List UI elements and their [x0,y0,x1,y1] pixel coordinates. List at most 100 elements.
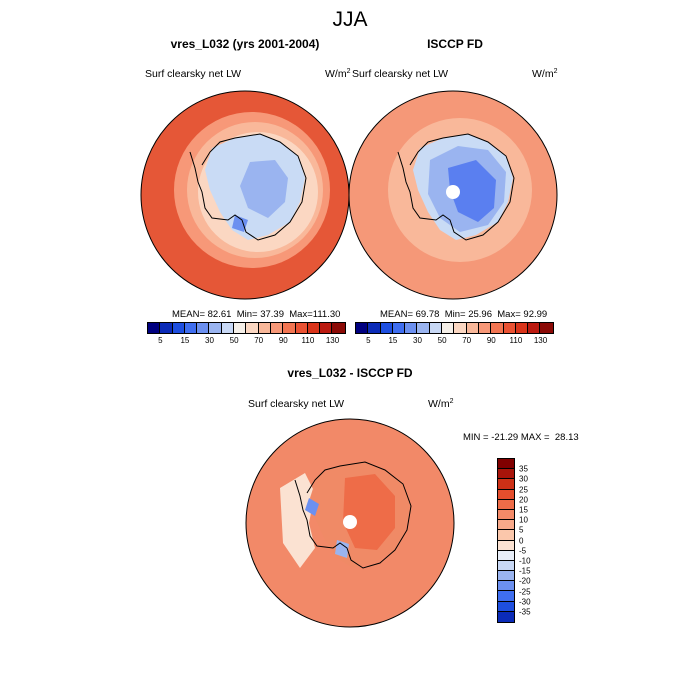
colorbar-box [307,323,321,333]
colorbar-tick-label: 130 [325,336,340,345]
colorbar-box [540,323,553,333]
colorbar-tick-label: -25 [519,587,531,597]
colorbar-tick-label: 20 [519,495,528,505]
colorbar-box [197,323,210,333]
colorbar-tick-label: 110 [509,336,523,345]
left-panel-title: vres_L032 (yrs 2001-2004) [170,37,320,51]
right-polar-map [348,90,558,300]
colorbar-box [498,540,514,551]
colorbar-tick-label: 35 [519,464,528,474]
left-variable-label: Surf clearsky net LW [145,68,242,80]
colorbar-box [429,323,443,333]
colorbar-box [498,499,514,510]
colorbar-box [209,323,222,333]
colorbar-tick-label: 15 [519,505,528,515]
colorbar-tick-label: -10 [519,556,531,566]
colorbar-tick-label: 15 [180,336,190,345]
colorbar-tick-label: 25 [519,485,528,495]
right-ice-core [448,160,496,222]
colorbar-box [270,323,284,333]
colorbar-box [184,323,198,333]
colorbar-tick-label: 70 [254,336,264,345]
colorbar-box [498,530,514,541]
right-stats: MEAN= 69.78 Min= 25.96 Max= 92.99 [380,309,548,320]
colorbar-tick-label: 30 [413,336,422,345]
colorbar-box [498,571,514,582]
colorbar-box [258,323,271,333]
colorbar-tick-label: 30 [205,336,214,345]
right-panel-title: ISCCP FD [427,37,483,51]
colorbar-box [442,323,455,333]
colorbar-box [148,323,161,333]
diff-polar-map [245,418,455,628]
colorbar-box [234,323,247,333]
colorbar-box [498,591,514,602]
colorbar-box [478,323,492,333]
colorbar-tick-label: 15 [388,336,398,345]
left-colorbar [147,322,346,334]
colorbar-box [491,323,504,333]
colorbar-box [498,581,514,592]
colorbar-tick-label: -5 [519,546,527,556]
colorbar-box [528,323,541,333]
colorbar-tick-label: 30 [519,474,528,484]
left-polar-map [140,90,350,300]
colorbar-box [454,323,467,333]
main-title: JJA [332,8,368,31]
colorbar-tick-label: 50 [437,336,447,345]
colorbar-box [498,489,514,500]
colorbar-box [356,323,369,333]
diff-variable-label: Surf clearsky net LW [248,398,345,410]
colorbar-box [283,323,296,333]
diff-pole-hole [343,515,357,529]
colorbar-tick-label: -35 [519,607,531,617]
colorbar-tick-label: 90 [278,336,288,345]
left-units-label: W/m2 [325,68,351,80]
colorbar-box [498,459,514,470]
right-units-label: W/m2 [532,68,558,80]
left-stats: MEAN= 82.61 Min= 37.39 Max=111.30 [172,309,341,320]
colorbar-box [332,323,345,333]
diff-colorbar [497,458,515,623]
diff-units-label: W/m2 [428,398,454,410]
colorbar-box [466,323,479,333]
diff-stats: MIN = -21.29 MAX = 28.13 [463,432,579,443]
colorbar-tick-label: -20 [519,576,531,586]
diff-coastline [294,461,412,569]
colorbar-tick-label: 0 [519,536,524,546]
colorbar-box [498,509,514,521]
colorbar-tick-label: 5 [158,336,163,345]
colorbar-box [160,323,173,333]
colorbar-box [295,323,308,333]
colorbar-box [498,601,514,612]
colorbar-box [503,323,516,333]
colorbar-box [172,323,185,333]
colorbar-box [392,323,406,333]
colorbar-box [498,611,514,622]
colorbar-tick-label: 70 [462,336,472,345]
colorbar-box [498,560,514,572]
colorbar-tick-label: 50 [229,336,239,345]
right-coastline [397,133,515,241]
colorbar-box [405,323,418,333]
colorbar-box [417,323,430,333]
colorbar-box [498,479,514,490]
colorbar-tick-label: 5 [519,525,524,535]
left-coastline [189,133,307,241]
right-pole-hole [446,185,460,199]
colorbar-box [368,323,381,333]
colorbar-box [320,323,333,333]
diff-panel-title: vres_L032 - ISCCP FD [287,366,413,380]
colorbar-box [246,323,259,333]
colorbar-box [515,323,529,333]
colorbar-box [221,323,235,333]
colorbar-tick-label: 10 [519,515,528,525]
colorbar-tick-label: 90 [486,336,496,345]
colorbar-tick-label: 130 [533,336,548,345]
colorbar-box [380,323,393,333]
right-colorbar [355,322,554,334]
colorbar-tick-label: 5 [366,336,371,345]
colorbar-box [498,550,514,561]
right-variable-label: Surf clearsky net LW [352,68,449,80]
colorbar-tick-label: -15 [519,566,531,576]
